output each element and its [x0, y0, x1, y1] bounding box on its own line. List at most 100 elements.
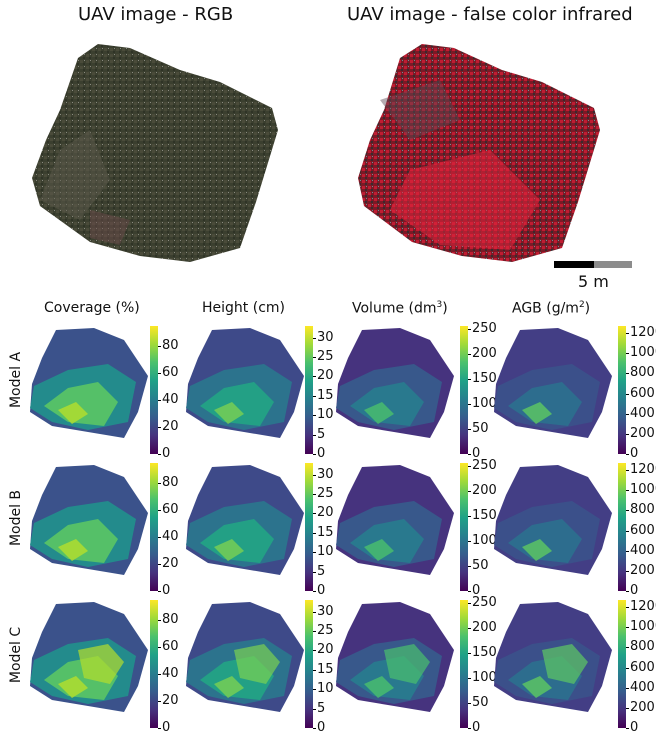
- colorbar-tick-mark: [313, 728, 316, 729]
- colorbar-tick-mark: [313, 571, 316, 573]
- map-model-a-agb: [494, 328, 612, 438]
- colorbar-tick-mark: [313, 454, 316, 455]
- colorbar-tick-label: 0: [472, 583, 481, 598]
- colorbar-tick-mark: [313, 552, 316, 554]
- map-model-b-coverage: [30, 465, 148, 575]
- colorbar-tick-label: 400: [630, 542, 655, 558]
- colorbar-tick-label: 200: [472, 482, 497, 498]
- colorbar-tick-label: 1000: [630, 345, 656, 361]
- colorbar-model-a-coverage: [150, 326, 158, 454]
- colorbar-model-a-agb: [618, 326, 626, 454]
- colorbar-tick-label: 600: [630, 659, 655, 675]
- colorbar-tick-mark: [158, 674, 161, 676]
- colorbar-tick-label: 0: [162, 583, 171, 598]
- colorbar-tick-mark: [626, 470, 629, 472]
- colorbar-tick-mark: [313, 591, 316, 592]
- colorbar-tick-mark: [158, 400, 161, 402]
- column-title-agb: AGB (g/m2): [512, 300, 591, 317]
- colorbar-tick-label: 250: [472, 594, 497, 610]
- colorbar-tick-mark: [626, 433, 629, 435]
- colorbar-tick-mark: [468, 602, 471, 604]
- colorbar-tick-label: 600: [630, 385, 655, 401]
- colorbar-tick-label: 25: [317, 349, 334, 365]
- colorbar-tick-mark: [313, 474, 316, 476]
- colorbar-tick-label: 50: [472, 420, 489, 436]
- colorbar-tick-label: 60: [162, 639, 179, 655]
- colorbar-tick-mark: [313, 395, 316, 397]
- fci-image-title: UAV image - false color infrared: [347, 4, 633, 25]
- colorbar-tick-label: 80: [162, 475, 179, 491]
- colorbar-tick-mark: [313, 376, 316, 378]
- colorbar-model-a-volume: [460, 326, 468, 454]
- colorbar-tick-mark: [468, 490, 471, 492]
- colorbar-tick-mark: [468, 465, 471, 467]
- colorbar-tick-mark: [468, 328, 471, 330]
- colorbar-tick-mark: [468, 627, 471, 629]
- colorbar-tick-label: 5: [317, 426, 326, 442]
- row-label-model-a: Model A: [8, 351, 24, 409]
- colorbar-tick-label: 5: [317, 563, 326, 579]
- colorbar-tick-mark: [158, 373, 161, 375]
- colorbar-tick-label: 20: [317, 642, 334, 658]
- colorbar-tick-mark: [313, 669, 316, 671]
- colorbar-tick-mark: [626, 413, 629, 415]
- colorbar-tick-label: 800: [630, 365, 655, 381]
- colorbar-tick-mark: [158, 454, 161, 455]
- colorbar-model-c-height: [305, 600, 313, 728]
- colorbar-tick-label: 150: [472, 644, 497, 660]
- map-model-c-coverage: [30, 602, 148, 712]
- colorbar-tick-mark: [626, 728, 629, 729]
- colorbar-tick-mark: [468, 677, 471, 679]
- colorbar-tick-label: 0: [317, 446, 326, 461]
- colorbar-tick-mark: [626, 373, 629, 375]
- colorbar-tick-label: 200: [630, 425, 655, 441]
- colorbar-tick-mark: [313, 611, 316, 613]
- colorbar-tick-label: 250: [472, 457, 497, 473]
- map-model-b-agb: [494, 465, 612, 575]
- map-model-b-volume: [336, 465, 454, 575]
- colorbar-model-c-coverage: [150, 600, 158, 728]
- colorbar-tick-label: 0: [472, 720, 481, 735]
- colorbar-model-b-coverage: [150, 463, 158, 591]
- colorbar-tick-mark: [468, 403, 471, 405]
- colorbar-tick-label: 800: [630, 502, 655, 518]
- map-model-a-volume: [336, 328, 454, 438]
- colorbar-tick-mark: [468, 454, 471, 455]
- colorbar-tick-mark: [313, 631, 316, 633]
- colorbar-tick-mark: [158, 537, 161, 539]
- colorbar-tick-mark: [158, 728, 161, 729]
- colorbar-tick-mark: [158, 564, 161, 566]
- colorbar-tick-label: 40: [162, 392, 179, 408]
- colorbar-tick-mark: [313, 415, 316, 417]
- column-title-height: Height (cm): [202, 300, 285, 316]
- colorbar-model-b-volume: [460, 463, 468, 591]
- colorbar-tick-label: 50: [472, 557, 489, 573]
- colorbar-tick-mark: [626, 607, 629, 609]
- colorbar-tick-mark: [468, 652, 471, 654]
- row-label-model-b: Model B: [8, 489, 24, 547]
- colorbar-tick-label: 800: [630, 639, 655, 655]
- colorbar-tick-label: 400: [630, 405, 655, 421]
- colorbar-tick-mark: [313, 357, 316, 359]
- colorbar-tick-label: 0: [317, 720, 326, 735]
- colorbar-tick-label: 100: [472, 532, 497, 548]
- colorbar-tick-label: 1000: [630, 482, 656, 498]
- map-model-a-coverage: [30, 328, 148, 438]
- colorbar-tick-mark: [158, 647, 161, 649]
- colorbar-tick-label: 0: [630, 720, 639, 735]
- colorbar-tick-mark: [626, 393, 629, 395]
- colorbar-tick-label: 40: [162, 666, 179, 682]
- colorbar-model-a-height: [305, 326, 313, 454]
- colorbar-tick-label: 400: [630, 679, 655, 695]
- colorbar-tick-mark: [158, 510, 161, 512]
- colorbar-tick-mark: [626, 490, 629, 492]
- colorbar-tick-label: 25: [317, 623, 334, 639]
- colorbar-tick-label: 1000: [630, 619, 656, 635]
- colorbar-tick-label: 20: [162, 693, 179, 709]
- colorbar-tick-mark: [313, 494, 316, 496]
- colorbar-tick-mark: [468, 353, 471, 355]
- map-model-a-height: [186, 328, 304, 438]
- colorbar-tick-label: 250: [472, 320, 497, 336]
- map-model-c-volume: [336, 602, 454, 712]
- colorbar-tick-label: 200: [630, 699, 655, 715]
